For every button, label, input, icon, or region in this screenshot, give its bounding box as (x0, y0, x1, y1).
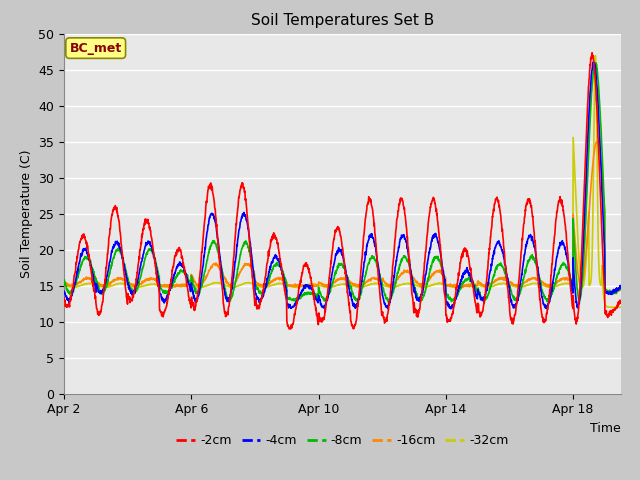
Text: BC_met: BC_met (70, 42, 122, 55)
Legend: -2cm, -4cm, -8cm, -16cm, -32cm: -2cm, -4cm, -8cm, -16cm, -32cm (172, 429, 513, 452)
Title: Soil Temperatures Set B: Soil Temperatures Set B (251, 13, 434, 28)
Y-axis label: Soil Temperature (C): Soil Temperature (C) (20, 149, 33, 278)
Text: Time: Time (590, 422, 621, 435)
